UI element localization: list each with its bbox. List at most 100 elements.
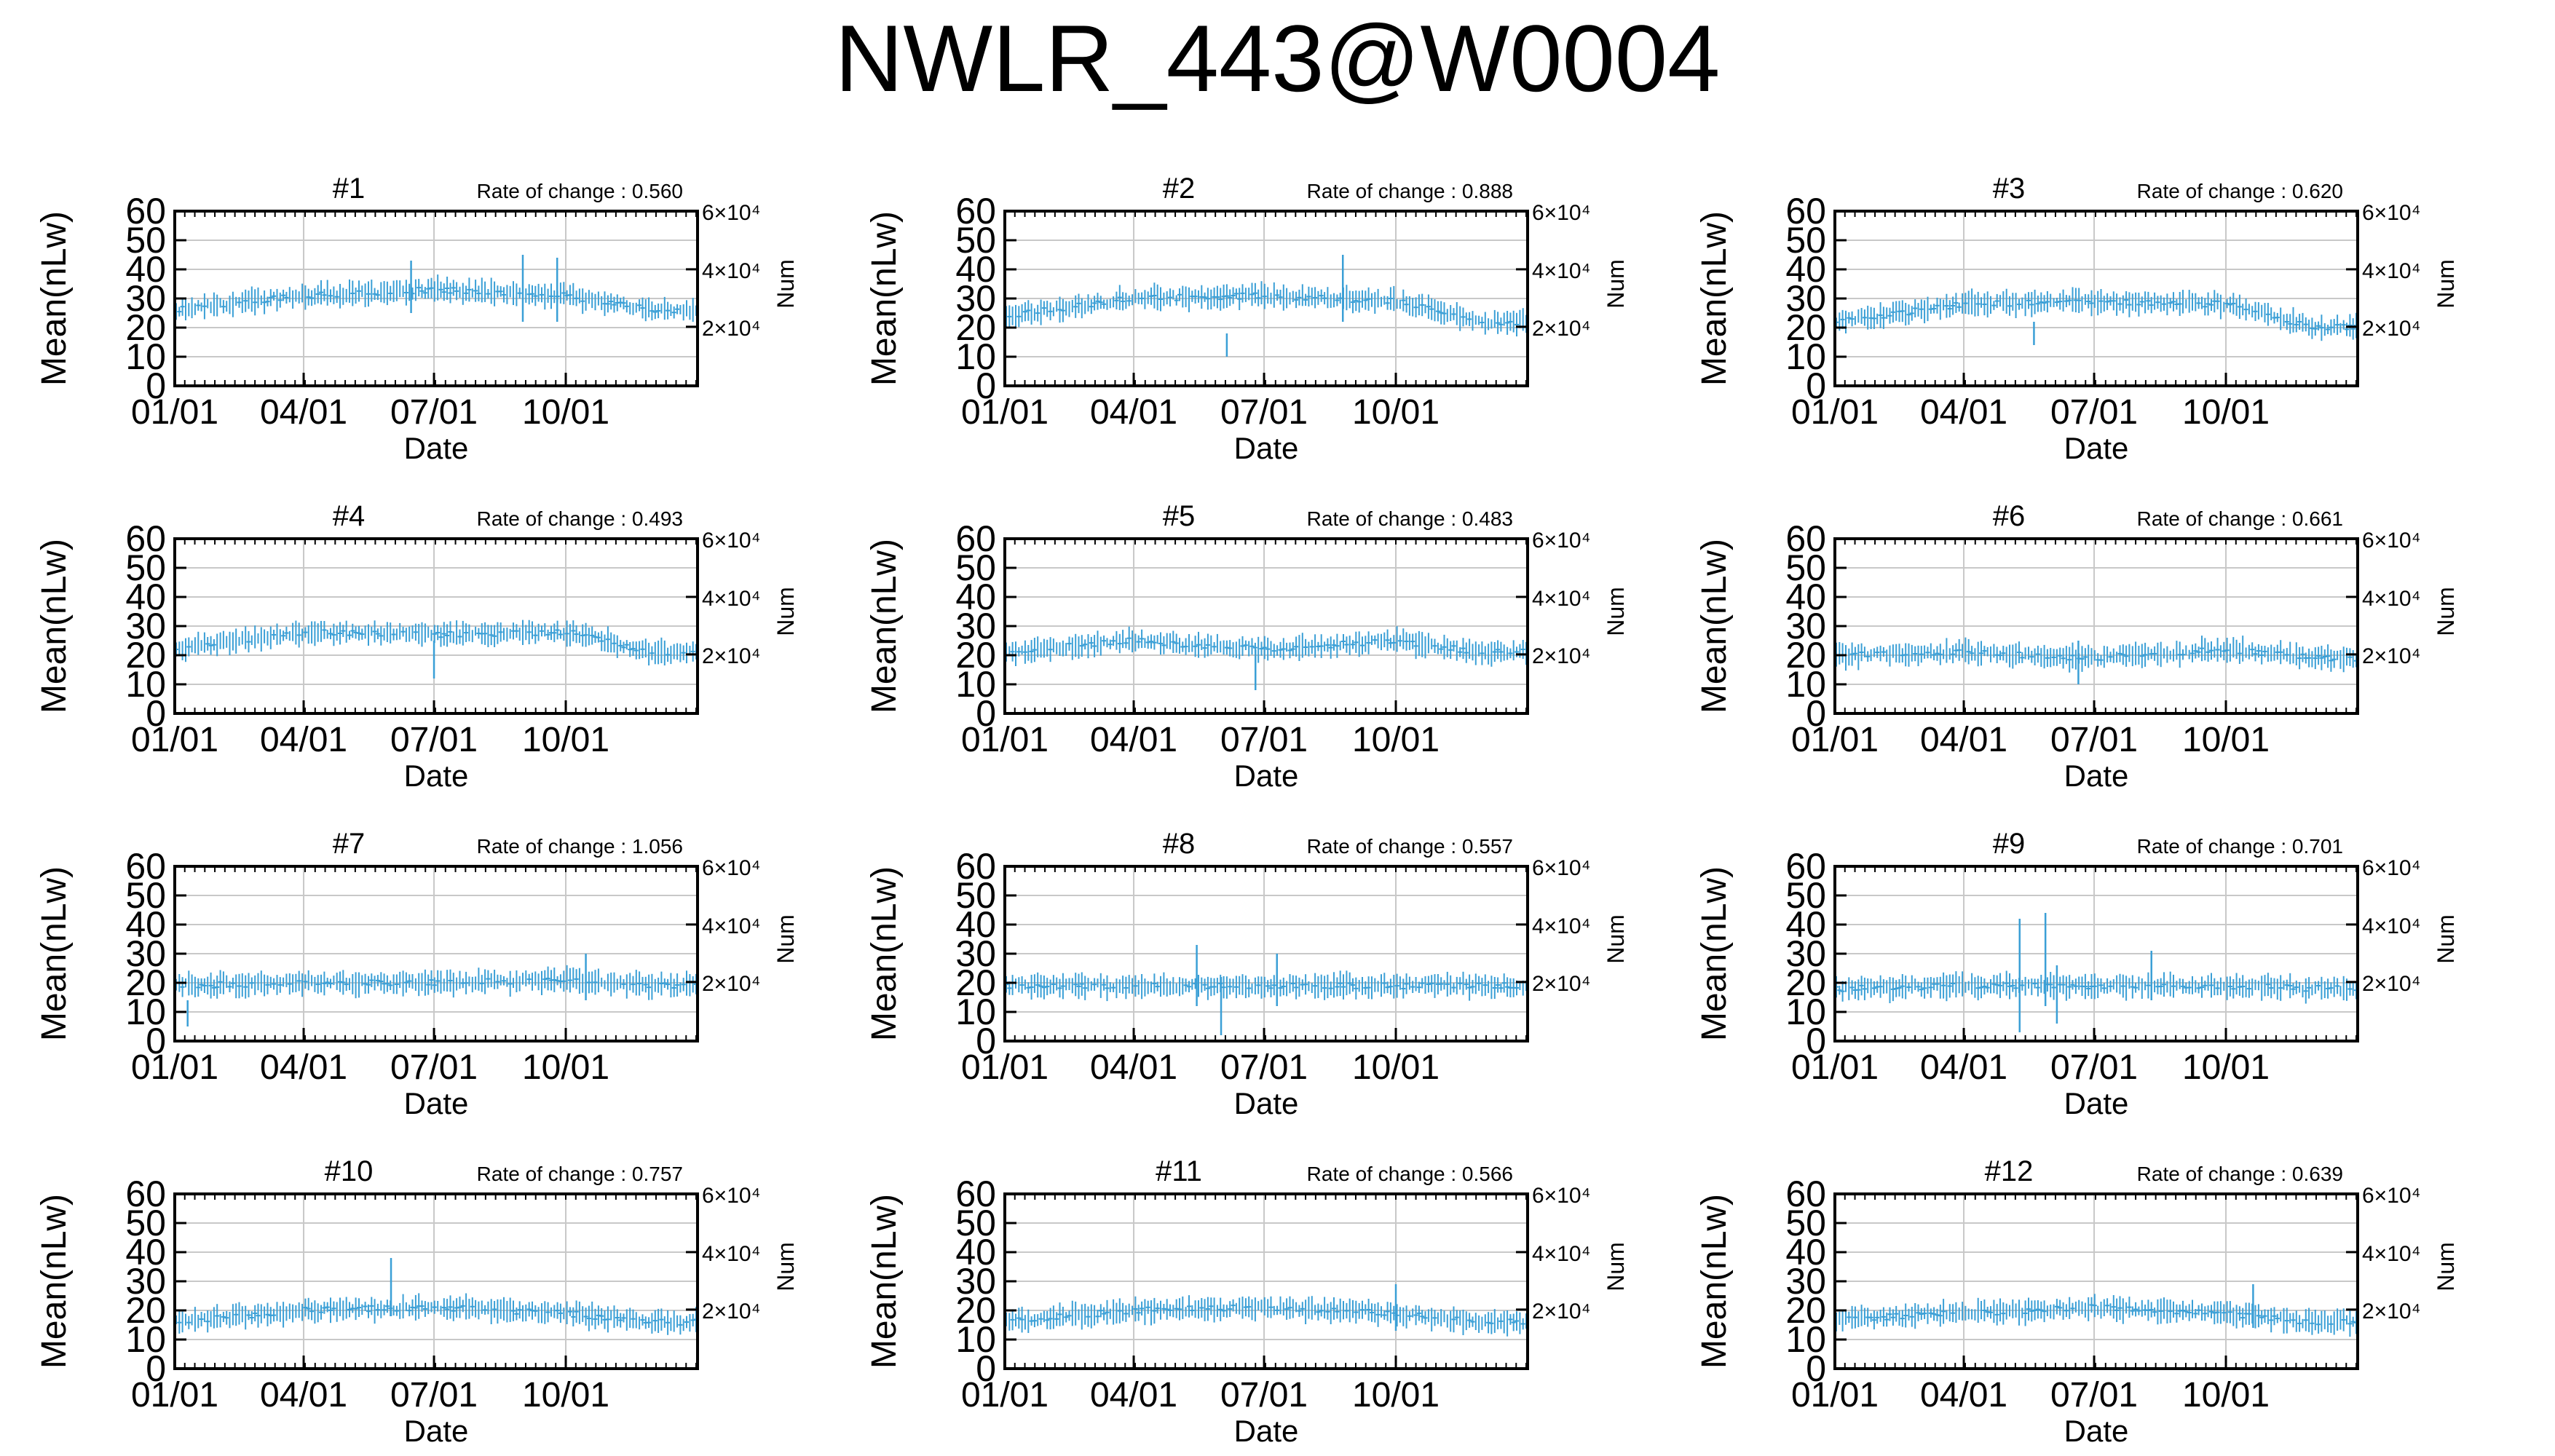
y2-tick-label: 2×10⁴	[702, 1299, 760, 1324]
y2-axis-label: Num	[773, 587, 799, 636]
y-tick-label: 20	[1785, 1290, 1826, 1331]
y2-axis-label: Num	[2433, 259, 2459, 309]
y-tick-label: 60	[1785, 191, 1826, 232]
x-axis-label: Date	[2064, 431, 2129, 465]
y-axis-label: Mean(nLw)	[35, 866, 74, 1041]
x-tick-label: 04/01	[1090, 393, 1177, 432]
y-tick-label: 40	[955, 1232, 996, 1273]
x-tick-label: 07/01	[2050, 1376, 2138, 1415]
y-tick-label: 50	[1785, 220, 1826, 261]
error-bar-series	[175, 255, 697, 323]
y2-tick-label: 6×10⁴	[1532, 201, 1590, 225]
y-tick-label: 40	[125, 904, 166, 945]
y-tick-label: 20	[125, 1290, 166, 1331]
y-tick-label: 30	[1785, 1261, 1826, 1302]
y-axis-label: Mean(nLw)	[35, 539, 74, 713]
y-tick-label: 20	[955, 307, 996, 348]
x-tick-label: 04/01	[260, 1048, 347, 1087]
y2-tick-label: 2×10⁴	[702, 644, 760, 668]
y-tick-label: 60	[125, 1174, 166, 1214]
y2-tick-label: 6×10⁴	[2362, 201, 2420, 225]
x-tick-label: 10/01	[522, 1376, 609, 1415]
x-tick-label: 07/01	[1220, 721, 1308, 759]
y-tick-label: 30	[1785, 606, 1826, 646]
x-tick-label: 10/01	[1352, 1048, 1440, 1087]
error-bar-series	[174, 620, 697, 678]
error-bar-series	[1834, 913, 2358, 1032]
y2-axis-label: Num	[773, 1242, 799, 1291]
y-tick-label: 30	[1785, 933, 1826, 974]
y2-tick-label: 6×10⁴	[702, 529, 760, 553]
y-tick-label: 50	[1785, 547, 1826, 588]
x-tick-label: 07/01	[1220, 1048, 1308, 1087]
y2-tick-label: 2×10⁴	[702, 972, 760, 996]
y-tick-label: 0	[976, 1348, 996, 1389]
y-tick-label: 10	[955, 664, 996, 705]
x-axis-label: Date	[1234, 759, 1299, 793]
y2-axis-label: Num	[1603, 259, 1629, 309]
y2-axis-label: Num	[773, 259, 799, 309]
y2-tick-label: 4×10⁴	[702, 259, 760, 283]
y2-axis-label: Num	[773, 914, 799, 964]
y-tick-label: 40	[1785, 577, 1826, 617]
x-tick-label: 04/01	[260, 721, 347, 759]
x-tick-label: 04/01	[1920, 393, 2007, 432]
x-tick-label: 10/01	[2182, 721, 2270, 759]
y-tick-label: 20	[125, 635, 166, 676]
y-tick-label: 30	[125, 606, 166, 646]
y2-tick-label: 6×10⁴	[2362, 529, 2420, 553]
x-axis-label: Date	[2064, 1086, 2129, 1120]
y-tick-label: 0	[976, 693, 996, 734]
error-bar-series	[175, 954, 698, 1026]
subplot-title: #4	[333, 500, 366, 532]
y2-axis-label: Num	[2433, 1242, 2459, 1291]
y-tick-label: 10	[1785, 336, 1826, 377]
error-bar-series	[1836, 636, 2358, 684]
y-tick-label: 60	[125, 518, 166, 559]
y-tick-label: 10	[125, 336, 166, 377]
y-tick-label: 10	[1785, 992, 1826, 1032]
y-tick-label: 10	[125, 664, 166, 705]
y-tick-label: 50	[1785, 875, 1826, 916]
x-axis-label: Date	[1234, 1414, 1299, 1448]
y-axis-label: Mean(nLw)	[35, 1194, 74, 1369]
y2-tick-label: 6×10⁴	[2362, 856, 2420, 880]
y2-tick-label: 2×10⁴	[702, 317, 760, 341]
x-tick-label: 04/01	[260, 1376, 347, 1415]
y2-tick-label: 6×10⁴	[1532, 529, 1590, 553]
x-tick-label: 10/01	[1352, 1376, 1440, 1415]
rate-of-change-label: Rate of change : 0.560	[477, 180, 683, 202]
y-tick-label: 40	[125, 249, 166, 290]
subplot-title: #11	[1156, 1155, 1202, 1187]
y-tick-label: 0	[1806, 365, 1826, 406]
x-axis-label: Date	[2064, 1414, 2129, 1448]
y2-axis-label: Num	[1603, 1242, 1629, 1291]
y-tick-label: 30	[955, 1261, 996, 1302]
subplot-title: #2	[1163, 173, 1196, 205]
y-tick-label: 40	[1785, 249, 1826, 290]
y-tick-label: 10	[1785, 1319, 1826, 1360]
x-tick-label: 01/01	[131, 1048, 218, 1087]
y2-axis-label: Num	[1603, 914, 1629, 964]
x-tick-label: 01/01	[1791, 1048, 1879, 1087]
rate-of-change-label: Rate of change : 0.661	[2137, 507, 2343, 530]
y2-tick-label: 4×10⁴	[702, 914, 760, 938]
y-tick-label: 20	[955, 962, 996, 1003]
x-tick-label: 04/01	[1090, 1048, 1177, 1087]
x-tick-label: 07/01	[2050, 393, 2138, 432]
x-tick-label: 10/01	[2182, 393, 2270, 432]
y-tick-label: 60	[125, 191, 166, 232]
y-tick-label: 20	[1785, 635, 1826, 676]
y-tick-label: 10	[955, 336, 996, 377]
subplot-title: #10	[325, 1155, 374, 1187]
subplot-title: #5	[1163, 500, 1196, 532]
x-tick-label: 10/01	[522, 721, 609, 759]
y-tick-label: 20	[1785, 962, 1826, 1003]
y2-tick-label: 6×10⁴	[702, 1184, 760, 1208]
y-tick-label: 30	[125, 278, 166, 319]
